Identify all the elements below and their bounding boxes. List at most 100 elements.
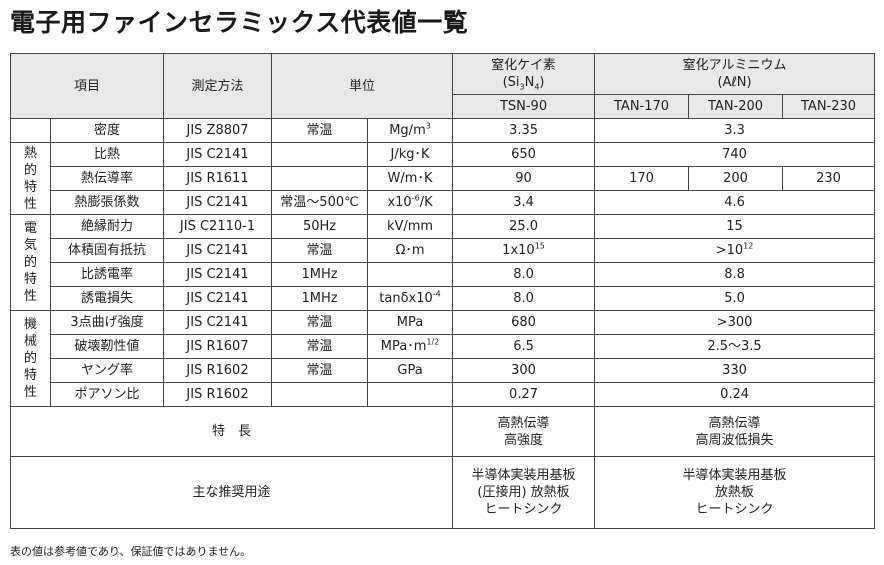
- category-blank: [10, 118, 51, 143]
- header-unit: 単位: [271, 53, 454, 119]
- item-cell: 誘電損失: [49, 286, 165, 311]
- method-cell: JIS C2110-1: [163, 214, 273, 239]
- page-title: 電子用ファインセラミックス代表値一覧: [10, 8, 469, 37]
- tsn-value: 3.35: [452, 118, 596, 143]
- condition-cell: 常温: [271, 310, 369, 335]
- aluminum-nitride-formula: (AℓN): [717, 75, 752, 90]
- tan170-value: 170: [594, 166, 690, 191]
- unit-cell: tanδx10-4: [367, 286, 454, 311]
- features-row: 特 長 高熱伝導 高強度 高熱伝導 高周波低損失: [9, 406, 876, 457]
- unit-cell: Ω･m: [367, 238, 454, 263]
- table-row: 熱伝導率 JIS R1611 W/m･K 90 170 200 230: [11, 166, 876, 191]
- aln-value: >300: [594, 310, 876, 335]
- aln-value: 0.24: [594, 382, 876, 407]
- features-label: 特 長: [9, 406, 454, 457]
- table-row: 密度 JIS Z8807 常温 Mg/m3 3.35 3.3: [10, 118, 876, 143]
- table-row: 電気的特性 絶縁耐力 JIS C2110-1 50Hz kV/mm 25.0 1…: [10, 214, 876, 311]
- method-cell: JIS C2141: [163, 310, 273, 335]
- tsn-value: 650: [452, 142, 596, 167]
- method-cell: JIS Z8807: [163, 118, 273, 143]
- unit-cell: MPa: [367, 310, 454, 335]
- header-aluminum-nitride: 窒化アルミニウム (AℓN): [594, 53, 876, 95]
- unit-cell: J/kg･K: [367, 142, 454, 167]
- item-cell: 体積固有抵抗: [49, 238, 165, 263]
- silicon-nitride-name: 窒化ケイ素: [491, 58, 556, 73]
- method-cell: JIS C2141: [163, 286, 273, 311]
- category-thermal: 熱的特性: [10, 142, 51, 215]
- tsn-value: 3.4: [452, 190, 596, 215]
- aln-value: 330: [594, 358, 876, 383]
- unit-cell: x10-6/K: [367, 190, 454, 215]
- aln-value: 15: [594, 214, 876, 239]
- table-row: 熱的特性 比熱 JIS C2141 J/kg･K 650 740: [10, 142, 876, 215]
- aln-value: 3.3: [594, 118, 876, 143]
- method-cell: JIS R1602: [163, 382, 273, 407]
- aln-value: >1012: [594, 238, 876, 263]
- method-cell: JIS R1607: [163, 334, 273, 359]
- tsn-value: 8.0: [452, 262, 596, 287]
- tsn-value: 25.0: [452, 214, 596, 239]
- unit-cell: [367, 382, 454, 407]
- category-mechanical: 機械的特性: [10, 310, 51, 407]
- header-silicon-nitride: 窒化ケイ素 (Si3N4): [452, 53, 596, 95]
- header-item: 項目: [9, 53, 165, 119]
- condition-cell: [271, 142, 369, 167]
- unit-cell: kV/mm: [367, 214, 454, 239]
- tsn-value: 6.5: [452, 334, 596, 359]
- features-tsn: 高熱伝導 高強度: [452, 406, 596, 457]
- condition-cell: 常温: [271, 238, 369, 263]
- item-cell: 比熱: [49, 142, 165, 167]
- applications-label: 主な推奨用途: [9, 456, 454, 529]
- condition-cell: 常温: [271, 118, 369, 143]
- method-cell: JIS C2141: [163, 238, 273, 263]
- table-row: 比誘電率 JIS C2141 1MHz 8.0 8.8: [11, 262, 876, 287]
- condition-cell: [271, 382, 369, 407]
- item-cell: 熱膨張係数: [49, 190, 165, 215]
- table-row: 誘電損失 JIS C2141 1MHz tanδx10-4 8.0 5.0: [11, 286, 876, 311]
- condition-cell: 1MHz: [271, 286, 369, 311]
- item-cell: 3点曲げ強度: [49, 310, 165, 335]
- spec-table: 項目 測定方法 単位 窒化ケイ素 (Si3N4) 窒化アルミニウム (AℓN) …: [9, 53, 876, 529]
- item-cell: 比誘電率: [49, 262, 165, 287]
- table-row: 熱膨張係数 JIS C2141 常温～500℃ x10-6/K 3.4 4.6: [11, 190, 876, 215]
- grade-tsn-90: TSN-90: [452, 94, 596, 119]
- aln-value: 8.8: [594, 262, 876, 287]
- tsn-value: 8.0: [452, 286, 596, 311]
- tan230-value: 230: [782, 166, 876, 191]
- applications-row: 主な推奨用途 半導体実装用基板 (圧接用) 放熱板 ヒートシンク 半導体実装用基板放…: [9, 456, 876, 529]
- aln-value: 740: [594, 142, 876, 167]
- condition-cell: 1MHz: [271, 262, 369, 287]
- table-row: 機械的特性 3点曲げ強度 JIS C2141 常温 MPa 680 >300: [10, 310, 876, 407]
- condition-cell: 50Hz: [271, 214, 369, 239]
- condition-cell: [271, 166, 369, 191]
- category-electrical: 電気的特性: [10, 214, 51, 311]
- header-method: 測定方法: [163, 53, 273, 119]
- item-cell: 密度: [49, 118, 165, 143]
- unit-cell: GPa: [367, 358, 454, 383]
- table-row: ヤング率 JIS R1602 常温 GPa 300 330: [11, 358, 876, 383]
- item-cell: ポアソン比: [49, 382, 165, 407]
- method-cell: JIS R1611: [163, 166, 273, 191]
- tsn-value: 300: [452, 358, 596, 383]
- aluminum-nitride-name: 窒化アルミニウム: [682, 58, 787, 73]
- method-cell: JIS C2141: [163, 190, 273, 215]
- item-cell: 絶縁耐力: [49, 214, 165, 239]
- condition-cell: 常温: [271, 334, 369, 359]
- unit-cell: W/m･K: [367, 166, 454, 191]
- footnote: 表の値は参考値であり、保証値ではありません。: [10, 545, 252, 558]
- tsn-value: 1x1015: [452, 238, 596, 263]
- tsn-value: 0.27: [452, 382, 596, 407]
- aln-value: 2.5～3.5: [594, 334, 876, 359]
- table-row: 体積固有抵抗 JIS C2141 常温 Ω･m 1x1015 >1012: [11, 238, 876, 263]
- aln-value: 4.6: [594, 190, 876, 215]
- silicon-nitride-formula: (Si3N4): [502, 75, 545, 92]
- grade-tan-230: TAN-230: [782, 94, 876, 119]
- condition-cell: 常温～500℃: [271, 190, 369, 215]
- applications-tsn: 半導体実装用基板 (圧接用) 放熱板 ヒートシンク: [452, 456, 596, 529]
- method-cell: JIS R1602: [163, 358, 273, 383]
- unit-cell: [367, 262, 454, 287]
- method-cell: JIS C2141: [163, 142, 273, 167]
- method-cell: JIS C2141: [163, 262, 273, 287]
- grade-tan-200: TAN-200: [688, 94, 784, 119]
- condition-cell: 常温: [271, 358, 369, 383]
